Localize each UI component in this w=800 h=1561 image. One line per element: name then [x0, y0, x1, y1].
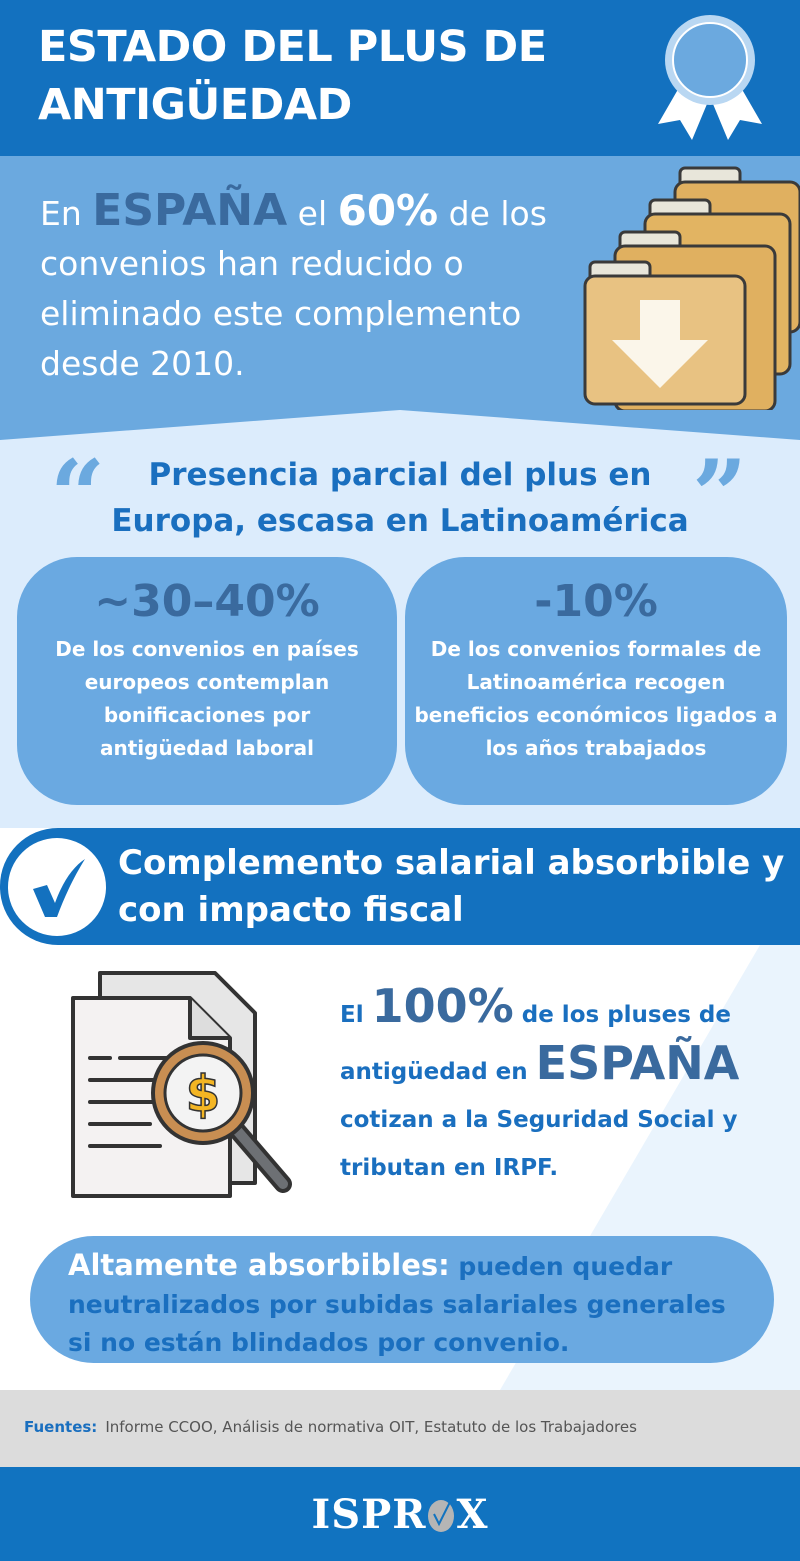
title-line-2: ANTIGÜEDAD: [38, 80, 352, 130]
page-title: ESTADO DEL PLUS DE ANTIGÜEDAD: [38, 18, 547, 134]
stat-value: -10%: [534, 576, 658, 627]
close-quote-icon: ”: [692, 439, 748, 552]
absorbable-note: Altamente absorbibles: pueden quedar neu…: [30, 1236, 774, 1363]
fiscal-statement: El 100% de los pluses de antigüedad en E…: [340, 979, 740, 1181]
stat-value: ~30–40%: [94, 576, 320, 627]
award-ribbon-icon: [658, 15, 762, 140]
latam-stat-card: -10% De los convenios formales de Latino…: [405, 557, 787, 805]
title-line-1: ESTADO DEL PLUS DE: [38, 22, 547, 72]
stat-description: De los convenios en países europeos cont…: [55, 637, 359, 760]
open-quote-icon: “: [50, 439, 106, 552]
isprox-logo: ISPR X: [311, 1490, 489, 1538]
note-text: pueden quedar neutralizados por subidas …: [68, 1252, 726, 1357]
logo-check-icon: [428, 1500, 455, 1532]
fiscal-title: Complemento salarial absorbible y con im…: [118, 843, 785, 930]
folders-download-icon: [583, 166, 800, 410]
checkmark-icon: [8, 838, 106, 936]
presence-title: Presencia parcial del plus en Europa, es…: [111, 457, 689, 539]
note-lead: Altamente absorbibles:: [68, 1248, 450, 1282]
fiscal-band: [0, 828, 800, 945]
sources-text: Informe CCOO, Análisis de normativa OIT,…: [105, 1418, 637, 1436]
sources-label: Fuentes:: [24, 1418, 98, 1436]
footer: ISPR X: [0, 1467, 800, 1561]
svg-text:$: $: [186, 1065, 221, 1123]
europe-stat-card: ~30–40% De los convenios en países europ…: [17, 557, 397, 805]
document-magnifier-dollar-icon: $: [71, 971, 292, 1198]
header: [0, 0, 800, 156]
stat-description: De los convenios formales de Latinoaméri…: [414, 637, 778, 760]
sources-bar: Fuentes: Informe CCOO, Análisis de normat…: [0, 1390, 800, 1467]
hero-statement: En ESPAÑA el 60% de los convenios han re…: [40, 185, 547, 384]
